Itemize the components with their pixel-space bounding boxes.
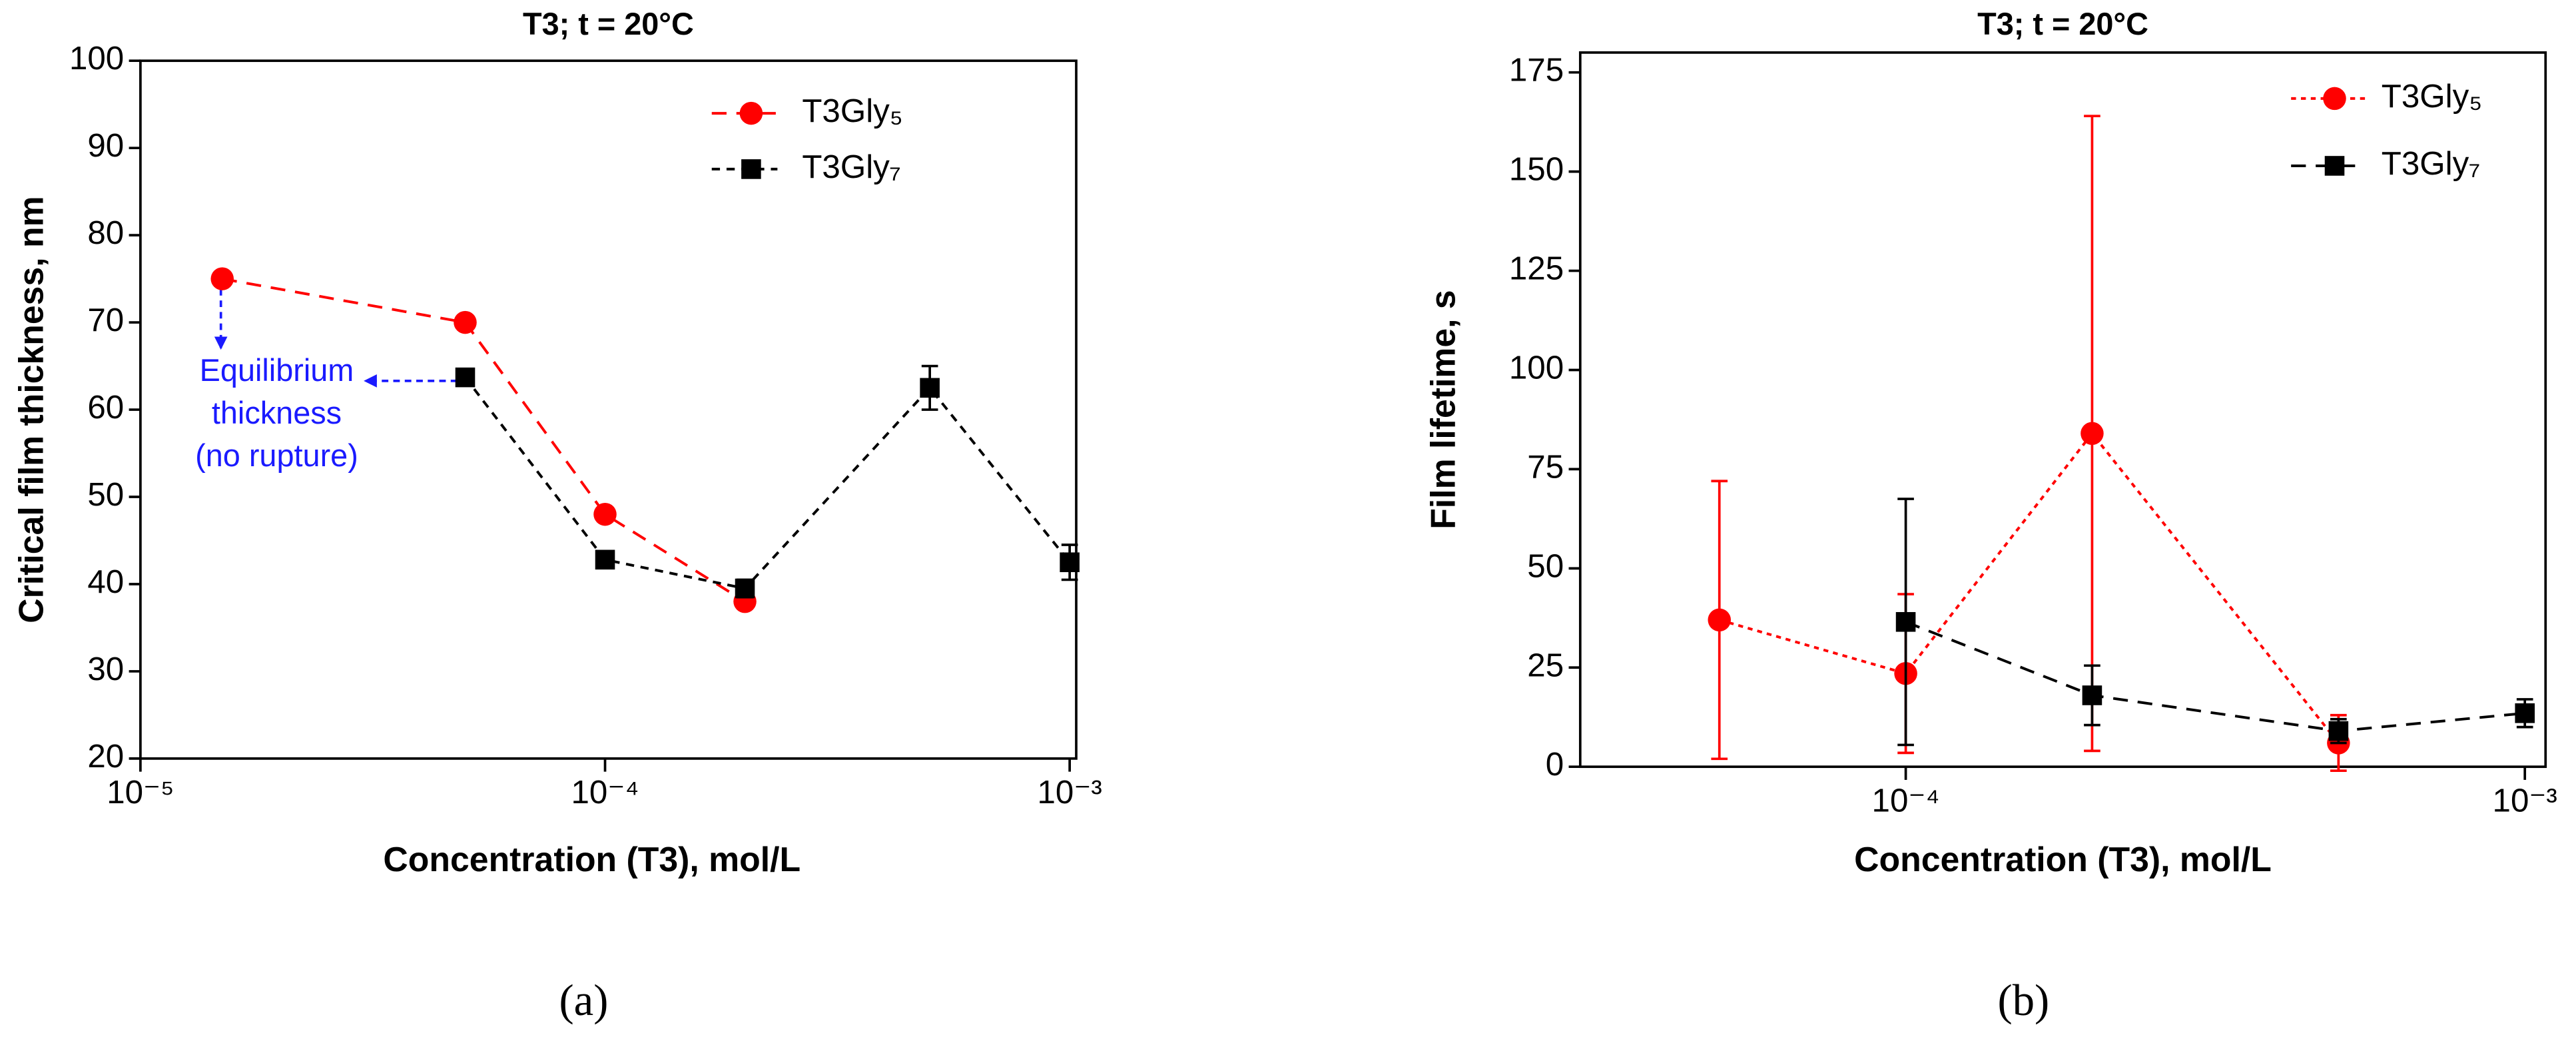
point: [920, 378, 940, 398]
point: [2515, 703, 2535, 723]
y-axis-label: Film lifetime, s: [1423, 290, 1462, 529]
y-axis-label: Critical film thickness, nm: [11, 196, 50, 623]
series-line: [464, 376, 1071, 590]
legend-marker: [741, 159, 761, 179]
chart-title: T3; t = 20°C: [523, 7, 694, 41]
point: [210, 267, 234, 290]
chart-title: T3; t = 20°C: [1977, 7, 2148, 41]
series-line: [222, 277, 746, 603]
legend-marker: [739, 101, 763, 125]
y-tick-label: 50: [1527, 547, 1564, 584]
y-tick-label: 0: [1546, 746, 1564, 783]
x-tick-label: 10⁻⁵: [107, 774, 174, 811]
point: [455, 367, 476, 388]
point: [454, 310, 477, 334]
y-tick-label: 100: [1509, 349, 1564, 386]
y-tick-label: 25: [1527, 647, 1564, 683]
x-axis-label: Concentration (T3), mol/L: [383, 840, 801, 879]
legend-marker: [2324, 156, 2345, 176]
series-line: [1719, 431, 2340, 744]
annotation: (no rupture): [195, 438, 358, 473]
y-tick-label: 175: [1509, 52, 1564, 89]
point: [1060, 552, 1080, 573]
point: [2081, 422, 2104, 446]
panel-label: (a): [559, 976, 609, 1025]
y-tick-label: 100: [69, 40, 124, 77]
point: [2328, 721, 2349, 741]
y-tick-label: 125: [1509, 250, 1564, 287]
plot-frame: [1578, 51, 2547, 769]
point: [1895, 611, 1916, 632]
panel-label: (b): [1998, 976, 2050, 1025]
legend-label: T3Gly₅: [802, 93, 902, 129]
y-tick-label: 150: [1509, 151, 1564, 188]
x-tick-label: 10⁻⁴: [1872, 782, 1940, 819]
point: [595, 549, 615, 570]
x-tick-label: 10⁻⁴: [571, 774, 639, 811]
y-tick-label: 70: [87, 302, 124, 338]
series-line: [1905, 620, 2525, 733]
legend-label: T3Gly₅: [2382, 78, 2482, 115]
y-tick-label: 60: [87, 389, 124, 426]
y-tick-label: 50: [87, 476, 124, 513]
point: [593, 502, 617, 526]
y-tick-label: 20: [87, 738, 124, 775]
x-tick-label: 10⁻³: [1038, 774, 1102, 811]
y-tick-label: 90: [87, 127, 124, 164]
y-tick-label: 75: [1527, 448, 1564, 485]
x-axis-label: Concentration (T3), mol/L: [1854, 840, 2272, 879]
y-tick-label: 80: [87, 214, 124, 251]
point: [1708, 608, 1731, 632]
legend-marker: [2323, 87, 2346, 111]
point: [735, 578, 755, 599]
y-tick-label: 40: [87, 563, 124, 600]
x-tick-label: 10⁻³: [2493, 782, 2557, 819]
point: [2082, 685, 2102, 705]
legend-label: T3Gly₇: [2382, 145, 2480, 182]
annotation: Equilibrium: [200, 353, 354, 388]
legend-label: T3Gly₇: [802, 149, 900, 185]
y-tick-label: 30: [87, 651, 124, 687]
annotation: thickness: [212, 396, 342, 430]
